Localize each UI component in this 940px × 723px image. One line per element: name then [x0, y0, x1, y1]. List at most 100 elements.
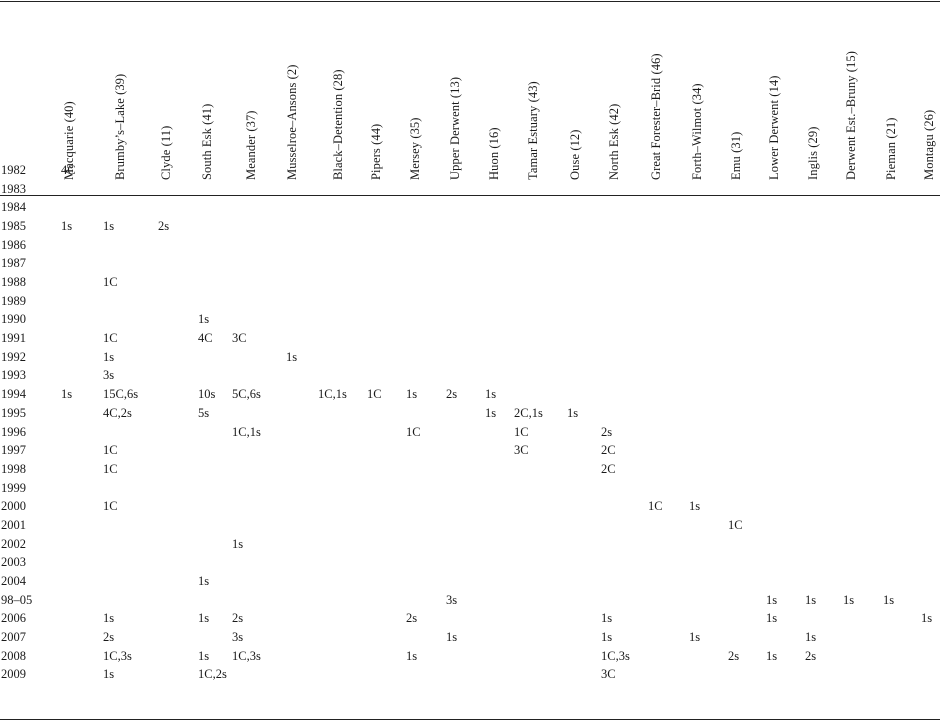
table-cell: 1C [514, 424, 529, 439]
column-header: Clyde (11) [159, 125, 173, 180]
row-year-label: 1990 [1, 312, 26, 327]
column-header: Inglis (29) [806, 126, 820, 180]
column-header: North Esk (42) [607, 103, 621, 180]
table-cell: 1C [103, 443, 118, 458]
column-header: Lower Derwent (14) [767, 75, 781, 180]
column-header: South Esk (41) [200, 103, 214, 180]
table-cell: 1s [883, 592, 895, 607]
table-cell: 1C,1s [232, 424, 261, 439]
table-cell: 2C [601, 461, 616, 476]
table-top-rule [0, 1, 940, 2]
column-header: Pieman (21) [884, 117, 898, 180]
column-header: Musselroe–Ansons (2) [285, 64, 299, 180]
table-cell: 1s [766, 592, 778, 607]
table-cell: 1s [446, 630, 458, 644]
table-cell: 10s [198, 387, 216, 402]
table-cell: 1s [689, 499, 701, 514]
table-cell: 2s [601, 424, 613, 439]
table-cell: 1C,2s [198, 667, 227, 682]
row-year-label: 1993 [1, 368, 26, 383]
table-cell: 1s [805, 592, 817, 607]
table-cell: 1s [567, 405, 579, 420]
table-cell: 2s [232, 611, 244, 626]
table-cell: 2s [446, 387, 458, 402]
column-header: Upper Derwent (13) [448, 76, 462, 180]
table-cell: 3s [446, 592, 458, 607]
table-cell: 4C [61, 163, 76, 177]
row-year-label: 1994 [1, 387, 26, 402]
table-cell: 1C [103, 461, 118, 476]
column-header: Derwent Est.–Bruny (15) [844, 50, 858, 180]
table-cell: 1C [648, 499, 663, 514]
row-year-label: 2004 [1, 573, 26, 588]
column-header: Pipers (44) [369, 123, 383, 180]
header-rule [0, 195, 940, 196]
row-year-label: 1999 [1, 480, 26, 495]
column-header: Meander (37) [244, 110, 258, 180]
table-cell: 1s [61, 387, 73, 402]
row-year-label: 1991 [1, 331, 26, 346]
table-cell: 5s [198, 405, 210, 420]
row-year-label: 2006 [1, 611, 26, 626]
table-cell: 1s [103, 667, 115, 682]
table-cell: 4C [198, 331, 213, 346]
table-cell: 2s [805, 648, 817, 663]
table-cell: 1s [198, 573, 210, 588]
table-cell: 2C,1s [514, 405, 543, 420]
column-header: Montagu (26) [922, 109, 936, 180]
table-cell: 1s [198, 611, 210, 626]
row-year-label: 1988 [1, 275, 26, 290]
row-year-label: 1987 [1, 256, 26, 271]
column-header: Black–Detention (28) [331, 69, 345, 180]
table-cell: 1C,3s [103, 648, 132, 663]
row-year-label: 1996 [1, 424, 26, 439]
table-cell: 1s [766, 648, 778, 663]
table-cell: 1C [103, 499, 118, 514]
table-cell: 1s [286, 349, 298, 364]
table-cell: 1C [103, 331, 118, 346]
table-cell: 1s [485, 387, 497, 402]
table-cell: 1s [843, 592, 855, 607]
row-year-label: 2009 [1, 667, 26, 682]
column-header: Emu (31) [729, 131, 743, 180]
row-year-label: 2007 [1, 630, 26, 644]
row-year-label: 1985 [1, 219, 26, 234]
row-year-label: 1983 [1, 181, 26, 196]
table-cell: 1s [406, 387, 418, 402]
table-cell: 1C,3s [232, 648, 261, 663]
row-year-label: 1986 [1, 237, 26, 252]
row-year-label: 1992 [1, 349, 26, 364]
row-year-label: 1982 [1, 163, 26, 177]
table-cell: 1s [805, 630, 817, 644]
table-cell: 1C [406, 424, 421, 439]
table-cell: 1C [728, 517, 743, 532]
table-cell: 3C [601, 667, 616, 682]
table-cell: 1s [198, 648, 210, 663]
table-cell: 1s [485, 405, 497, 420]
table-cell: 2s [406, 611, 418, 626]
row-year-label: 2000 [1, 499, 26, 514]
table-cell: 1s [601, 630, 613, 644]
table-cell: 1s [601, 611, 613, 626]
column-header: Ouse (12) [568, 129, 582, 180]
table-cell: 1s [921, 611, 933, 626]
column-header: Tamar Estuary (43) [526, 81, 540, 180]
column-header: Great Forester–Brid (46) [649, 53, 663, 180]
table-cell: 3s [232, 630, 244, 644]
column-header: Mersey (35) [408, 117, 422, 180]
table-cell: 1s [406, 648, 418, 663]
row-year-label: 1989 [1, 293, 26, 308]
table-cell: 1s [103, 349, 115, 364]
table-cell: 2C [601, 443, 616, 458]
table-cell: 2s [728, 648, 740, 663]
row-year-label: 1995 [1, 405, 26, 420]
table-cell: 1C [367, 387, 382, 402]
row-year-label: 1998 [1, 461, 26, 476]
column-header: Huon (16) [487, 127, 501, 180]
table-cell: 3C [514, 443, 529, 458]
row-year-label: 1984 [1, 200, 26, 215]
table-cell: 1s [232, 536, 244, 551]
table-cell: 2s [158, 219, 170, 234]
table-bottom-rule [0, 719, 940, 720]
table-cell: 2s [103, 630, 115, 644]
